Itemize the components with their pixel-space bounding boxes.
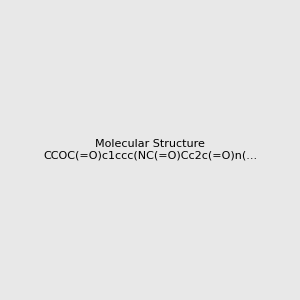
Text: Molecular Structure
CCOC(=O)c1ccc(NC(=O)Cc2c(=O)n(...: Molecular Structure CCOC(=O)c1ccc(NC(=O)… — [43, 139, 257, 161]
